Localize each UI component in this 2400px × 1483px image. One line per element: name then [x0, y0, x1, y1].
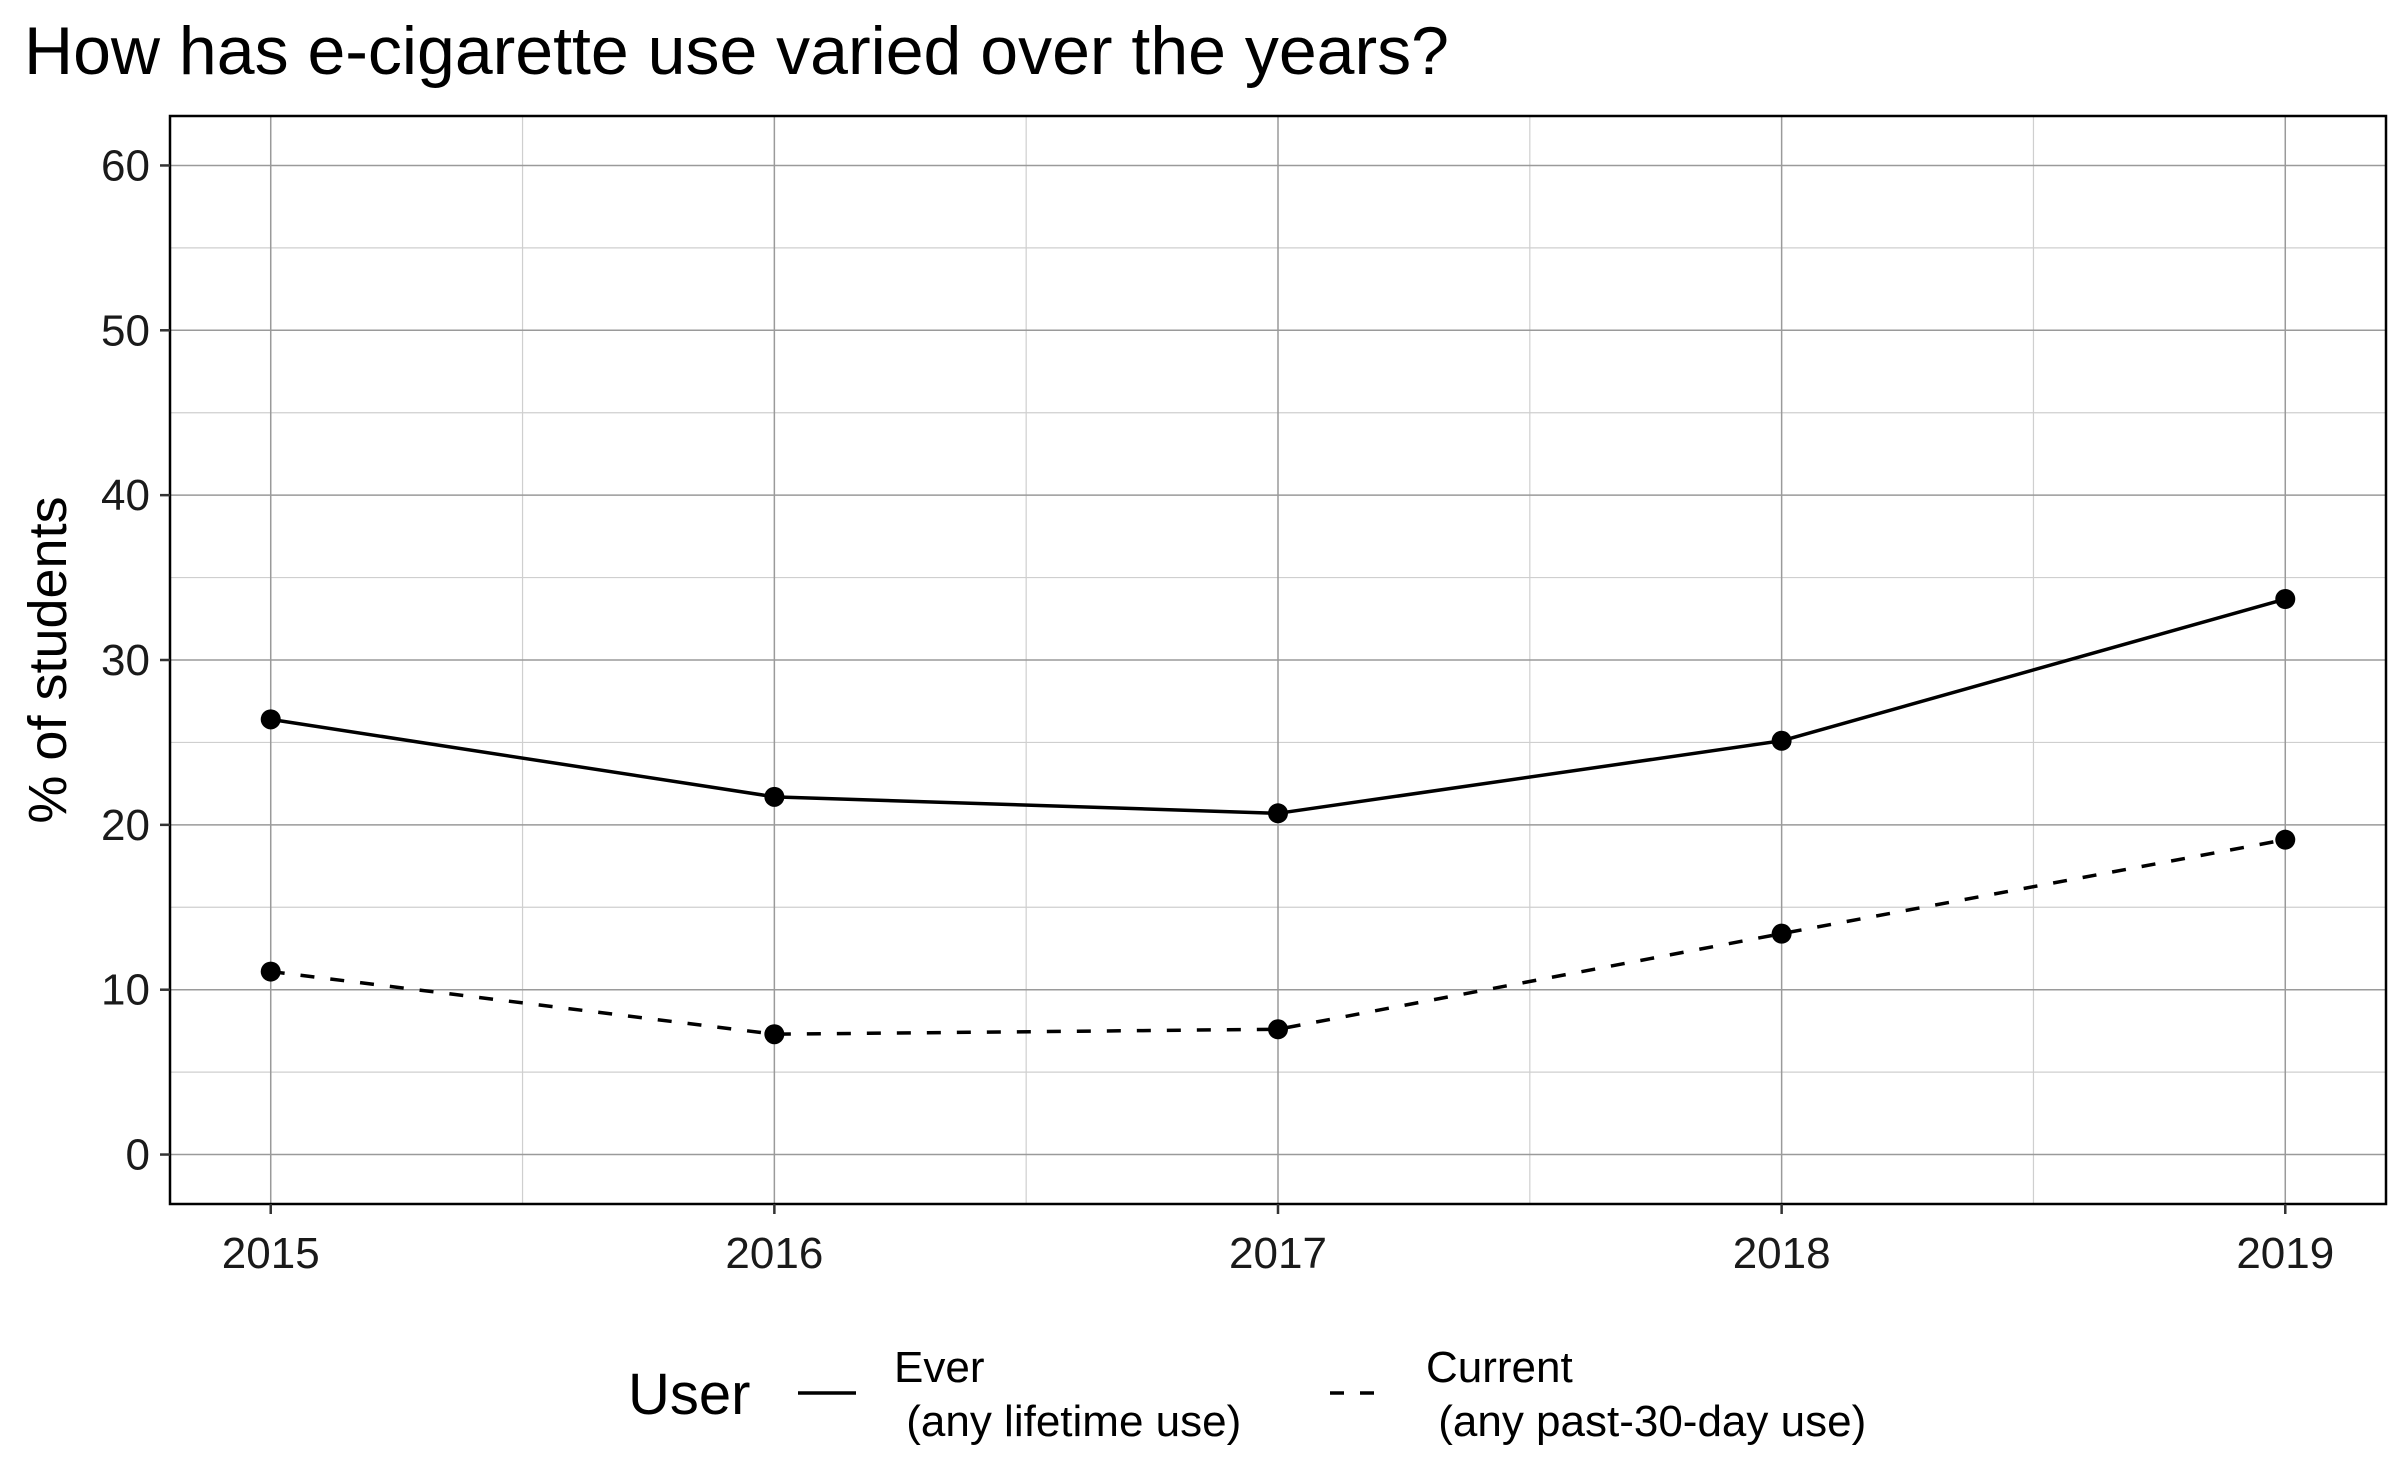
data-point-ever	[1771, 730, 1792, 751]
legend-label-ever-line-2: (any lifetime use)	[894, 1397, 1241, 1446]
legend: User Ever (any lifetime use) Current (an…	[628, 1343, 1866, 1446]
y-tick-label: 0	[126, 1131, 150, 1180]
data-point-current	[764, 1024, 785, 1045]
x-tick-label: 2016	[725, 1229, 823, 1278]
legend-label-ever-line-1: Ever	[894, 1343, 984, 1392]
y-tick-label: 50	[101, 306, 150, 355]
y-axis-tick-labels: 0 10 20 30 40 50 60	[101, 141, 150, 1179]
y-tick-label: 30	[101, 636, 150, 685]
y-tick-label: 40	[101, 471, 150, 520]
x-tick-label: 2015	[222, 1229, 320, 1278]
data-series	[260, 589, 2296, 1045]
data-point-current	[1268, 1019, 1288, 1040]
data-point-ever	[764, 786, 785, 807]
axis-ticks	[160, 164, 2287, 1214]
series-line-current	[270, 837, 2286, 1036]
y-tick-label: 10	[101, 966, 150, 1015]
y-axis-title: % of students	[18, 496, 78, 823]
x-tick-label: 2018	[1733, 1229, 1831, 1278]
data-point-ever	[260, 709, 281, 730]
x-tick-label: 2017	[1229, 1229, 1327, 1278]
data-point-current	[1771, 923, 1792, 944]
y-tick-label: 20	[101, 801, 150, 850]
data-point-current	[2275, 829, 2296, 850]
grid-major	[170, 116, 2386, 1204]
x-tick-label: 2019	[2236, 1229, 2334, 1278]
legend-label-current-line-2: (any past-30-day use)	[1426, 1397, 1866, 1446]
chart-title: How has e-cigarette use varied over the …	[24, 13, 1449, 89]
legend-title: User	[628, 1362, 750, 1427]
x-axis-tick-labels: 2015 2016 2017 2018 2019	[222, 1229, 2334, 1278]
data-point-current	[260, 961, 281, 982]
y-tick-label: 60	[101, 141, 150, 190]
legend-label-current-line-1: Current	[1426, 1343, 1573, 1392]
data-point-ever	[2275, 589, 2296, 610]
data-point-ever	[1268, 803, 1288, 824]
